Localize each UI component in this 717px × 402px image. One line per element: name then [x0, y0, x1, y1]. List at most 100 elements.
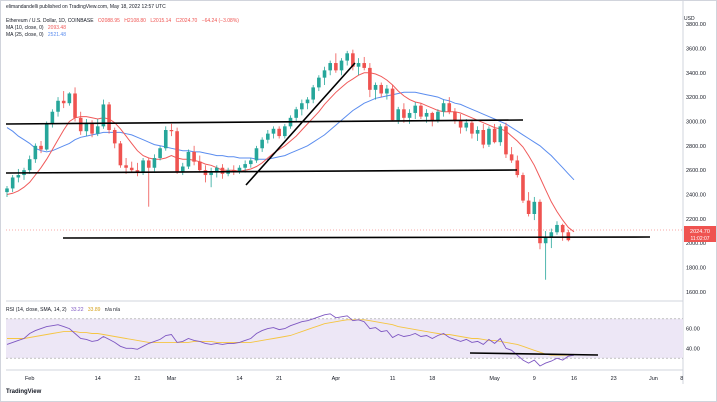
candle-body-45 [260, 139, 264, 149]
candle-body-62 [356, 63, 361, 67]
candle-body-90 [515, 160, 520, 176]
candle-body-2 [16, 175, 21, 178]
candle-body-46 [266, 133, 270, 140]
price-tick-3: 3200.00 [686, 95, 706, 101]
time-tick-2: 21 [134, 376, 140, 382]
candle-body-85 [487, 128, 491, 145]
candle-body-36 [209, 172, 213, 176]
candle-body-58 [334, 63, 338, 71]
price-tag-value: 2024.70 [690, 229, 710, 235]
rsi-band: 60.00 40.00 [6, 318, 700, 359]
symbol-name: Ethereum / U.S. Dollar, 1D, COINBASE [6, 18, 94, 24]
candle-body-76 [436, 111, 440, 121]
candle-body-67 [385, 88, 389, 94]
candle-body-41 [237, 167, 242, 172]
candle-body-40 [232, 170, 236, 172]
ma25-label: MA (25, close, 0) [6, 32, 44, 38]
candle-body-33 [192, 151, 196, 162]
price-tick-4: 3000.00 [686, 119, 706, 125]
rsi-support-line [469, 352, 599, 356]
candle-body-73 [419, 105, 423, 117]
candle-body-16 [95, 126, 100, 134]
candle-body-15 [90, 122, 94, 134]
time-tick-11: 16 [571, 376, 577, 382]
candle-body-56 [322, 70, 327, 78]
candle-body-59 [339, 60, 344, 71]
candle-body-53 [305, 99, 310, 104]
price-tick-2: 3400.00 [686, 71, 706, 77]
time-tick-3: Mar [167, 376, 177, 382]
time-tick-0: Feb [25, 376, 34, 382]
ma25-legend[interactable]: MA (25, close, 0) 2521.48 [6, 32, 69, 38]
candle-body-64 [368, 67, 372, 90]
price-tick-5: 2800.00 [686, 144, 706, 150]
rsi-tick-0: 60.00 [686, 327, 700, 333]
ohlc-high: H2108.80 [124, 18, 146, 24]
rsi-tick-1: 40.00 [686, 346, 700, 352]
candle-body-24 [141, 160, 145, 173]
candle-body-5 [33, 145, 38, 160]
time-tick-12: 23 [611, 376, 617, 382]
candle-body-18 [107, 104, 111, 130]
candle-body-34 [197, 161, 202, 171]
ma10-value: 2093.48 [47, 25, 66, 31]
candle-body-26 [152, 158, 157, 168]
time-tick-1: 14 [95, 376, 101, 382]
price-tag-countdown: 11:02:07 [690, 236, 709, 242]
price-tick-11: 1600.00 [686, 290, 706, 296]
time-tick-7: 11 [390, 376, 396, 382]
candle-body-51 [294, 109, 298, 118]
candle-body-71 [407, 112, 412, 118]
candle-body-95 [543, 237, 548, 244]
candle-body-55 [317, 77, 321, 88]
candle-body-6 [39, 145, 43, 150]
resistance-line-upper [5, 119, 524, 125]
candle-body-96 [549, 232, 554, 238]
candle-body-19 [112, 130, 117, 144]
price-axis: 3800.00 3600.00 3400.00 3200.00 3000.00 2800.… [686, 22, 706, 296]
candle-body-9 [56, 100, 60, 112]
candle-body-68 [390, 88, 395, 121]
time-tick-9: May [489, 376, 500, 382]
time-tick-10: 9 [533, 376, 536, 382]
rsi-value: 33.22 [70, 307, 84, 313]
candle-body-98 [560, 224, 565, 233]
candle-body-27 [158, 148, 162, 158]
candle-body-43 [249, 160, 253, 165]
rsi-legend[interactable]: RSI (14, close, SMA, 14, 2) 33.22 33.89 … [6, 307, 123, 313]
candle-body-70 [402, 109, 406, 118]
candle-body-13 [78, 117, 83, 132]
candle-body-37 [214, 167, 219, 173]
candle-body-54 [311, 87, 315, 100]
ma10-line [6, 72, 575, 233]
rsi-lines [6, 313, 575, 367]
time-axis: Feb 14 21 Mar 14 21 Apr 11 18 May 9 16 23 Jun 8 [25, 376, 683, 382]
candle-body-74 [424, 112, 429, 117]
candle-body-78 [447, 103, 452, 112]
candle-body-14 [84, 122, 89, 132]
candle-body-66 [379, 84, 384, 94]
candle-body-8 [50, 111, 55, 124]
candle-body-25 [146, 160, 151, 168]
candle-body-38 [220, 167, 225, 174]
candle-body-63 [362, 63, 367, 68]
time-tick-8: 18 [429, 376, 435, 382]
tradingview-logo[interactable]: TradingView [6, 389, 42, 395]
price-tick-6: 2600.00 [686, 168, 706, 174]
candle-body-80 [458, 120, 463, 128]
candle-body-93 [532, 201, 537, 214]
candle-body-97 [555, 224, 559, 233]
candle-body-22 [129, 167, 134, 171]
price-tick-8: 2200.00 [686, 217, 706, 223]
candle-body-99 [566, 232, 571, 241]
candle-body-77 [441, 103, 446, 112]
candle-body-47 [271, 128, 276, 134]
candle-body-49 [283, 126, 287, 137]
time-tick-6: Apr [332, 376, 341, 382]
price-tag: 2024.70 11:02:07 [684, 226, 716, 242]
candle-body-69 [396, 109, 401, 121]
ohlc-low: L2015.14 [150, 18, 172, 24]
ma10-legend[interactable]: MA (10, close, 0) 2093.48 [6, 25, 69, 31]
candle-body-60 [345, 53, 349, 61]
